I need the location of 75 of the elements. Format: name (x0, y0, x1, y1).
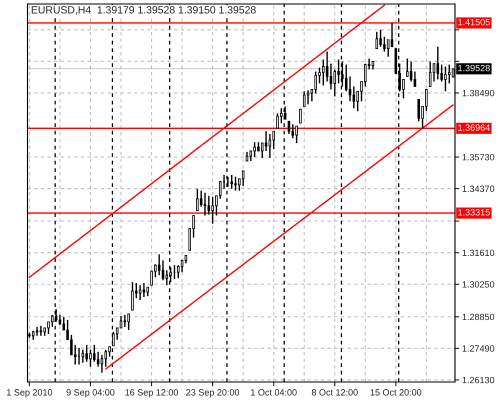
candlestick (428, 60, 432, 88)
x-tick-label: 1 Oct 04:00 (251, 389, 297, 396)
y-tick-label: 1.27490 (462, 345, 494, 352)
candlestick (322, 58, 325, 86)
y-tick-label: 1.26130 (462, 376, 494, 384)
candlestick (100, 354, 104, 374)
candlestick (127, 313, 130, 331)
candlestick (406, 58, 409, 78)
candlestick (93, 344, 96, 362)
x-tick-label: 23 Sep 20:00 (186, 389, 240, 398)
candlestick (292, 124, 294, 139)
candlestick (208, 195, 210, 216)
candlestick (379, 29, 382, 48)
candlestick (196, 188, 199, 212)
candlestick (306, 90, 310, 105)
candlestick (138, 284, 142, 301)
ref-line-label: 1.36964 (458, 124, 490, 131)
candlestick (444, 66, 447, 92)
candlestick (85, 344, 88, 362)
candlestick (375, 31, 378, 50)
candlestick (268, 133, 272, 159)
candlestick (234, 176, 237, 192)
candlestick (230, 174, 233, 190)
ref-line-label: 1.39528 (458, 64, 490, 72)
candlestick (352, 86, 356, 109)
x-tick-label: 15 Oct 20:00 (370, 389, 422, 396)
y-tick-label: 1.38490 (462, 90, 494, 96)
x-tick-label: 1 Sep 2010 (7, 389, 52, 398)
candlestick (299, 108, 302, 124)
y-tick-label: 1.35730 (462, 154, 494, 160)
chart-title: EURUSD,H4 1.39179 1.39528 1.39150 1.39528 (32, 6, 256, 15)
ref-line-label: 1.41505 (458, 18, 490, 26)
candlestick (264, 130, 268, 152)
candlestick (417, 98, 420, 122)
y-tick-label: 1.31610 (462, 250, 494, 256)
candlestick (344, 64, 348, 92)
candlestick (89, 349, 92, 368)
candlestick (364, 62, 367, 88)
y-tick-label: 1.34370 (462, 186, 494, 192)
candlestick (242, 170, 244, 186)
candlestick (314, 70, 317, 94)
y-tick-label: 1.28850 (462, 314, 494, 320)
ref-line-label: 1.33315 (458, 209, 490, 216)
candlestick (142, 282, 146, 298)
candlestick (124, 314, 126, 328)
candlestick (204, 192, 206, 216)
candlestick (440, 64, 443, 82)
candlestick (333, 68, 336, 98)
y-tick-label: 1.30250 (462, 281, 494, 288)
candlestick (272, 130, 275, 150)
candlestick (250, 150, 252, 162)
candlestick (253, 141, 256, 158)
candlestick (112, 331, 115, 346)
candlestick (82, 349, 84, 364)
candlestick (246, 151, 248, 162)
candlestick (104, 349, 108, 368)
candlestick (158, 254, 160, 276)
x-tick-label: 8 Oct 12:00 (312, 389, 358, 396)
candlestick (326, 50, 328, 82)
candlestick (436, 46, 440, 80)
x-tick-label: 16 Sep 12:00 (125, 389, 178, 398)
candlestick (390, 22, 394, 48)
candlestick (276, 112, 279, 129)
candlestick (295, 125, 298, 144)
candlestick (131, 281, 134, 311)
candlestick (302, 90, 306, 108)
candlestick (260, 142, 264, 159)
candlestick (211, 196, 214, 224)
candlestick (386, 39, 390, 58)
candlestick (288, 120, 290, 135)
candlestick (448, 64, 451, 84)
candlestick (40, 325, 42, 336)
candlestick (200, 190, 202, 208)
candlestick (96, 351, 100, 368)
x-tick-label: 9 Sep 04:00 (66, 389, 114, 398)
